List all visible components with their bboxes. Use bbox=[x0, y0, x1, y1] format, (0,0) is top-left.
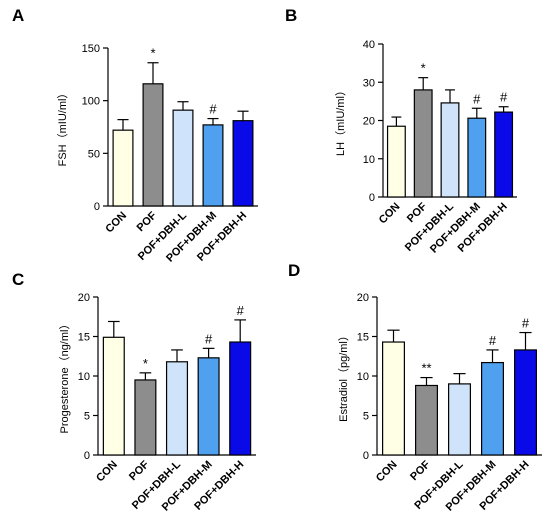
panel-C: C05101520Progesterone（ng/ml）CON*POFPOF+D… bbox=[12, 270, 256, 514]
significance-mark: ** bbox=[421, 361, 431, 376]
y-tick-label: 0 bbox=[94, 201, 100, 213]
bar-pof-dbh-m bbox=[197, 357, 220, 456]
y-tick-label: 0 bbox=[363, 450, 369, 462]
bar-pof-dbh-m bbox=[467, 117, 487, 198]
significance-mark: # bbox=[489, 333, 497, 348]
y-tick-label: 20 bbox=[357, 292, 369, 304]
bar-pof-dbh-m bbox=[481, 361, 504, 456]
bar-con bbox=[112, 129, 134, 207]
significance-mark: * bbox=[421, 61, 426, 76]
y-tick-label: 20 bbox=[363, 116, 375, 128]
y-tick-label: 15 bbox=[78, 332, 90, 344]
bar-pof-dbh-m bbox=[202, 124, 224, 207]
panel-letter-C: C bbox=[12, 270, 24, 289]
y-tick-label: 5 bbox=[84, 411, 90, 423]
panel-letter-B: B bbox=[285, 6, 297, 25]
bar-pof bbox=[415, 384, 438, 456]
panel-A: A050100150FSH（mIU/ml）CON*POFPOF+DBH-L#PO… bbox=[12, 6, 258, 265]
y-tick-label: 20 bbox=[78, 292, 90, 304]
significance-mark: # bbox=[209, 102, 217, 117]
significance-mark: # bbox=[473, 91, 481, 106]
bar-pof-dbh-l bbox=[440, 102, 460, 198]
significance-mark: # bbox=[205, 331, 213, 346]
y-tick-label: 150 bbox=[82, 43, 100, 55]
bar-pof-dbh-l bbox=[165, 361, 189, 456]
x-tick-label: POF bbox=[408, 458, 433, 483]
y-tick-label: 15 bbox=[357, 332, 369, 344]
x-tick-label: POF bbox=[127, 458, 152, 483]
x-tick-label: CON bbox=[377, 201, 403, 227]
bar-con bbox=[382, 341, 405, 456]
bar-pof-dbh-l bbox=[172, 109, 194, 207]
y-tick-label: 40 bbox=[363, 39, 375, 51]
bar-pof-dbh-h bbox=[494, 111, 514, 198]
x-tick-label: POF bbox=[135, 209, 160, 234]
bar-pof-dbh-h bbox=[229, 341, 252, 456]
y-tick-label: 5 bbox=[363, 411, 369, 423]
significance-mark: # bbox=[522, 316, 530, 331]
bar-pof bbox=[134, 379, 157, 456]
y-axis-label: Progesterone（ng/ml） bbox=[58, 319, 71, 434]
significance-mark: * bbox=[150, 46, 155, 61]
panel-letter-D: D bbox=[288, 261, 300, 280]
y-tick-label: 0 bbox=[369, 192, 375, 204]
x-tick-label: CON bbox=[374, 459, 400, 485]
panel-letter-A: A bbox=[12, 6, 24, 25]
y-tick-label: 30 bbox=[363, 77, 375, 89]
significance-mark: * bbox=[143, 356, 148, 371]
bar-pof bbox=[142, 83, 164, 207]
bar-con bbox=[102, 336, 125, 456]
bar-pof-dbh-l bbox=[448, 383, 471, 456]
y-axis-label: FSH（mIU/ml） bbox=[56, 88, 69, 167]
y-tick-label: 10 bbox=[78, 371, 90, 383]
y-tick-label: 10 bbox=[357, 371, 369, 383]
bar-pof bbox=[413, 89, 433, 198]
y-tick-label: 50 bbox=[88, 148, 100, 160]
y-tick-label: 10 bbox=[363, 154, 375, 166]
x-tick-label: CON bbox=[94, 459, 120, 485]
y-axis-label: LH（mIU/ml） bbox=[334, 85, 347, 156]
panel-D: D05101520Estradiol（pg/ml）CON**POFPOF+DBH… bbox=[288, 261, 542, 514]
bar-pof-dbh-h bbox=[232, 120, 254, 207]
panel-B: B010203040LH（mIU/ml）CON*POFPOF+DBH-L#POF… bbox=[285, 6, 517, 256]
bar-con bbox=[386, 125, 406, 198]
y-axis-label: Estradiol（pg/ml） bbox=[337, 330, 350, 422]
bar-pof-dbh-h bbox=[514, 349, 537, 456]
y-tick-label: 0 bbox=[84, 450, 90, 462]
significance-mark: # bbox=[500, 90, 508, 105]
significance-mark: # bbox=[237, 303, 245, 318]
x-tick-label: CON bbox=[103, 210, 129, 236]
y-tick-label: 100 bbox=[82, 96, 100, 108]
